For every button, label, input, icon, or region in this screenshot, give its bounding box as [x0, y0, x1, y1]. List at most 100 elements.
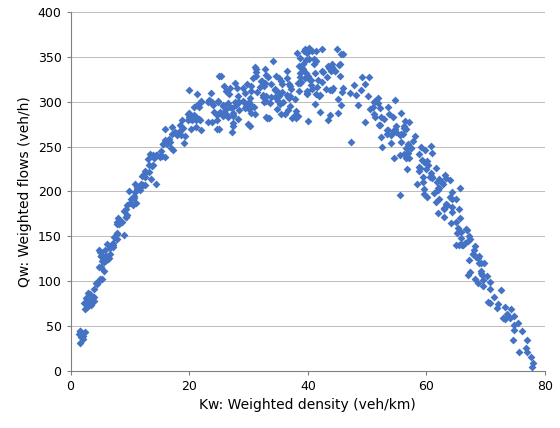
Point	[130, 193, 139, 199]
Point	[152, 152, 161, 158]
Point	[105, 255, 114, 262]
Point	[431, 164, 440, 171]
Point	[228, 105, 237, 112]
Point	[96, 252, 105, 259]
Point	[175, 127, 184, 134]
Point	[83, 289, 92, 296]
Point	[387, 140, 396, 147]
Point	[153, 151, 162, 158]
Point	[83, 302, 92, 309]
Point	[522, 336, 531, 343]
Point	[466, 236, 475, 243]
Point	[252, 66, 261, 73]
Point	[184, 116, 193, 123]
Point	[352, 92, 361, 98]
Point	[522, 349, 531, 356]
Point	[192, 113, 200, 120]
Point	[302, 70, 311, 77]
Point	[454, 242, 463, 249]
Point	[95, 247, 104, 253]
Point	[240, 104, 249, 111]
Point	[400, 150, 409, 157]
Point	[312, 84, 321, 91]
Point	[98, 257, 107, 264]
Point	[454, 225, 463, 232]
Point	[283, 94, 292, 101]
Point	[196, 98, 205, 105]
Point	[185, 114, 194, 121]
Point	[285, 93, 294, 100]
Point	[83, 298, 92, 305]
Point	[167, 145, 176, 152]
Point	[459, 241, 468, 248]
Point	[332, 45, 341, 52]
Point	[331, 68, 340, 74]
Point	[396, 139, 405, 146]
Point	[85, 297, 94, 304]
Point	[463, 227, 472, 234]
Point	[156, 147, 165, 154]
Point	[97, 276, 106, 282]
Point	[379, 115, 388, 122]
Point	[509, 322, 518, 329]
Point	[482, 272, 491, 279]
Point	[101, 257, 110, 264]
Point	[404, 140, 413, 147]
Point	[416, 144, 425, 151]
Point	[522, 345, 531, 351]
Point	[262, 72, 270, 79]
Point	[310, 60, 319, 67]
Point	[331, 67, 340, 74]
Point	[216, 109, 225, 116]
Point	[419, 173, 428, 180]
Point	[337, 50, 346, 57]
Point	[266, 80, 275, 87]
Point	[433, 209, 442, 216]
Point	[478, 282, 487, 289]
Point	[472, 253, 480, 260]
Point	[465, 256, 474, 263]
Point	[135, 187, 144, 193]
Point	[229, 110, 238, 116]
Point	[112, 230, 121, 237]
Point	[210, 109, 219, 116]
Point	[286, 85, 295, 92]
Point	[298, 65, 307, 72]
Point	[266, 93, 275, 100]
Point	[404, 119, 413, 126]
Point	[427, 150, 436, 157]
Point	[301, 46, 310, 53]
Point	[185, 115, 194, 122]
Point	[233, 85, 242, 92]
Point	[402, 165, 411, 172]
Point	[325, 112, 334, 119]
Point	[302, 91, 311, 98]
Point	[398, 131, 407, 138]
Point	[509, 312, 518, 319]
Point	[410, 133, 419, 140]
Point	[464, 271, 473, 278]
Point	[318, 68, 326, 75]
Point	[195, 116, 204, 122]
Point	[403, 150, 412, 157]
Point	[292, 113, 301, 119]
Point	[291, 114, 300, 121]
Point	[234, 107, 243, 113]
Point	[293, 80, 302, 87]
Point	[286, 103, 295, 110]
Point	[263, 73, 272, 80]
Point	[238, 85, 247, 92]
Point	[76, 327, 85, 334]
Point	[245, 95, 254, 101]
Point	[328, 85, 337, 92]
Point	[476, 260, 485, 267]
Point	[102, 241, 111, 248]
Point	[310, 69, 319, 76]
Point	[499, 315, 508, 321]
Point	[493, 304, 502, 311]
Point	[391, 128, 400, 135]
Point	[214, 98, 223, 105]
Point	[324, 63, 333, 70]
Point	[302, 87, 311, 94]
Point	[179, 140, 188, 147]
